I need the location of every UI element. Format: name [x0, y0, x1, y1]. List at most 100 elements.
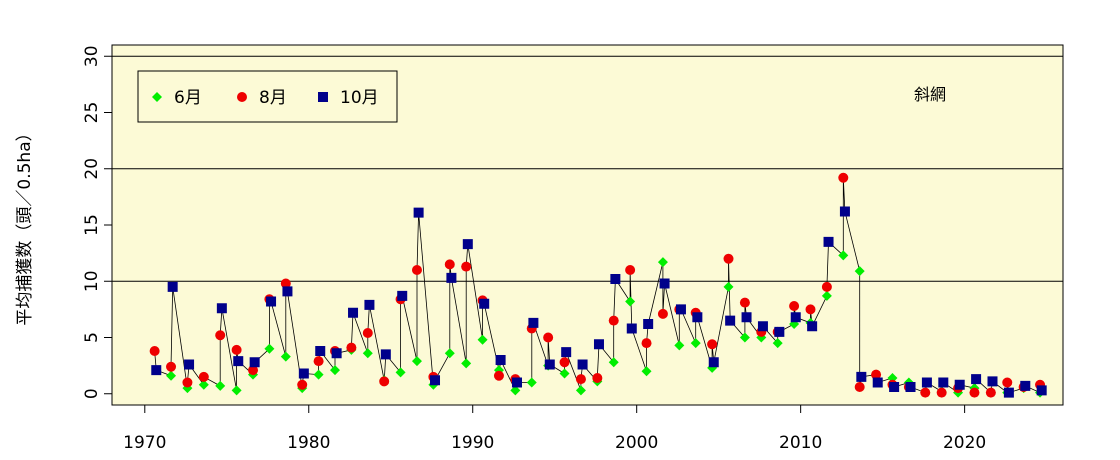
data-point-circle	[854, 382, 865, 392]
data-point-square	[921, 377, 932, 388]
legend-marker-diamond	[152, 92, 162, 102]
data-point-square	[823, 236, 834, 247]
data-point-diamond	[215, 380, 226, 391]
x-tick-label: 1990	[451, 433, 494, 453]
legend-marker-square	[318, 92, 328, 102]
data-point-square	[577, 359, 588, 370]
data-marks	[149, 172, 1047, 398]
data-point-square	[610, 274, 621, 284]
data-point-circle	[657, 308, 668, 319]
y-axis-title: 平均捕獲数（頭／0.5ha）	[15, 124, 35, 325]
data-point-square	[971, 374, 982, 385]
data-point-circle	[493, 370, 504, 381]
data-point-diamond	[641, 366, 652, 377]
data-point-square	[626, 323, 637, 334]
data-point-diamond	[510, 385, 521, 396]
data-point-circle	[821, 281, 832, 292]
data-point-circle	[625, 265, 636, 275]
data-point-square	[741, 312, 752, 323]
data-point-circle	[149, 346, 160, 356]
data-point-square	[1036, 385, 1047, 396]
data-point-circle	[985, 387, 996, 398]
data-point-square	[905, 382, 916, 392]
data-point-diamond	[821, 290, 832, 301]
data-point-diamond	[625, 296, 636, 307]
data-point-circle	[920, 387, 931, 398]
data-point-circle	[313, 356, 324, 367]
data-point-diamond	[198, 379, 209, 390]
x-tick-label: 2010	[779, 433, 822, 453]
data-point-diamond	[444, 348, 455, 359]
data-point-square	[397, 290, 408, 301]
data-point-square	[659, 278, 670, 289]
data-point-square	[315, 346, 326, 356]
data-point-circle	[461, 261, 472, 272]
data-point-square	[692, 312, 703, 323]
data-point-circle	[805, 304, 816, 315]
x-axis: 1970 1980 1990 2000 2010 2020	[123, 404, 986, 453]
data-point-circle	[444, 259, 455, 270]
data-point-circle	[280, 278, 291, 289]
data-point-square	[790, 312, 801, 323]
data-point-square	[446, 272, 457, 283]
y-tick-label: 20	[82, 158, 102, 180]
data-point-diamond	[657, 257, 668, 268]
data-point-square	[561, 347, 572, 358]
data-point-square	[249, 357, 260, 368]
data-point-circle	[297, 379, 308, 390]
y-tick-label: 10	[82, 270, 102, 292]
data-point-circle	[346, 342, 357, 353]
data-point-square	[495, 355, 506, 365]
data-point-diamond	[526, 377, 537, 388]
data-point-square	[675, 304, 686, 315]
data-point-square	[462, 239, 473, 250]
data-point-square	[643, 319, 654, 329]
y-tick-label: 0	[82, 388, 102, 399]
data-point-circle	[739, 297, 750, 308]
data-point-diamond	[575, 385, 586, 396]
data-point-circle	[215, 330, 226, 341]
data-point-circle	[936, 387, 947, 398]
data-point-circle	[723, 253, 734, 264]
x-tick-label: 1980	[287, 433, 330, 453]
data-point-diamond	[477, 334, 488, 345]
data-point-circle	[198, 371, 209, 382]
data-point-diamond	[461, 358, 472, 369]
data-point-circle	[592, 373, 603, 383]
data-point-square	[380, 349, 391, 360]
data-point-diamond	[313, 369, 324, 380]
data-point-square	[216, 303, 227, 314]
data-point-diamond	[329, 365, 340, 376]
data-point-circle	[231, 344, 242, 355]
y-tick-label: 15	[82, 214, 102, 236]
data-point-square	[282, 286, 293, 297]
data-point-square	[1020, 380, 1031, 391]
data-point-diamond	[854, 266, 865, 277]
data-point-diamond	[395, 367, 406, 378]
data-point-diamond	[280, 351, 291, 362]
x-tick-label: 1970	[123, 433, 166, 453]
x-tick-label: 2000	[615, 433, 658, 453]
data-point-circle	[871, 369, 882, 380]
data-point-square	[1003, 387, 1014, 398]
legend-box	[137, 70, 398, 123]
data-point-circle	[362, 328, 373, 338]
data-point-diamond	[411, 356, 422, 367]
data-point-diamond	[264, 343, 275, 354]
data-point-circle	[575, 374, 586, 385]
data-point-diamond	[231, 385, 242, 396]
data-point-square	[708, 357, 719, 368]
data-point-circle	[411, 265, 422, 275]
data-point-square	[413, 207, 424, 218]
legend: 6月 8月 10月	[137, 70, 398, 123]
data-point-diamond	[723, 281, 734, 292]
data-point-square	[528, 317, 539, 328]
chart-annotation: 斜網	[914, 85, 946, 104]
data-point-circle	[379, 376, 390, 387]
data-point-square	[511, 377, 522, 388]
y-tick-label: 5	[82, 332, 102, 343]
data-point-square	[872, 377, 883, 388]
legend-label: 10月	[340, 88, 379, 108]
data-point-square	[233, 356, 244, 367]
data-point-circle	[641, 338, 652, 349]
